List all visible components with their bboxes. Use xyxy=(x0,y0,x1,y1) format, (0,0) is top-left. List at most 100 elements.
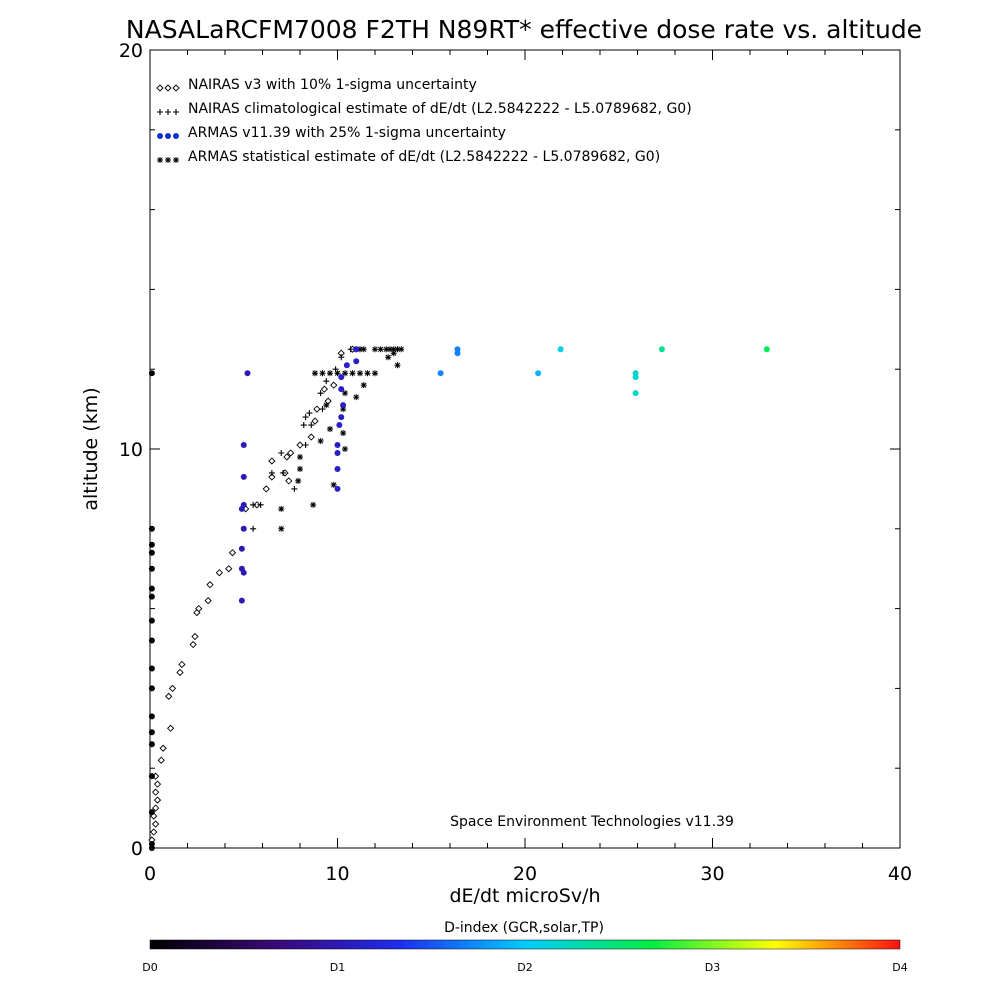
armas-statistical-point xyxy=(330,481,337,488)
x-tick-labels: 0 10 20 30 40 xyxy=(144,863,912,885)
legend-marker xyxy=(164,84,172,92)
surface-point xyxy=(148,637,155,644)
nairas-v3-point xyxy=(283,453,291,461)
nairas-v3-point xyxy=(176,668,184,677)
legend-item: NAIRAS climatological estimate of dE/dt … xyxy=(157,101,692,117)
legend-item: NAIRAS v3 with 10% 1-sigma uncertainty xyxy=(156,77,477,93)
nairas-v3-point xyxy=(253,501,261,509)
nairas-climatological-point xyxy=(280,469,287,476)
nairas-v3-point xyxy=(286,449,295,457)
nairas-climatological-point xyxy=(291,485,298,492)
nairas-v3-point xyxy=(320,385,329,393)
nairas-v3-point xyxy=(215,569,224,577)
legend-marker xyxy=(172,84,180,92)
surface-point xyxy=(148,729,155,736)
armas-point xyxy=(338,374,345,381)
armas-statistical-point xyxy=(394,346,401,353)
armas-statistical-point xyxy=(357,370,363,377)
x-tick-label: 30 xyxy=(700,863,724,885)
armas-statistical-point xyxy=(387,346,393,353)
armas-statistical-point xyxy=(390,346,397,353)
armas-point xyxy=(658,346,665,353)
armas-point xyxy=(535,370,542,377)
nairas-v3-point xyxy=(285,477,293,485)
armas-statistical-point xyxy=(390,350,397,357)
legend-label: NAIRAS v3 with 10% 1-sigma uncertainty xyxy=(188,77,477,93)
armas-statistical-point xyxy=(398,346,405,353)
nairas-v3-point xyxy=(166,724,175,732)
armas-statistical-point xyxy=(349,370,356,377)
nairas-v3-point xyxy=(228,549,237,557)
colorbar: D-index (GCR,solar,TP) D0 D1 D2 D3 D4 xyxy=(142,920,907,974)
axis-ticks xyxy=(149,49,901,849)
armas-point xyxy=(240,525,247,532)
armas-statistical-point xyxy=(312,370,318,377)
armas-statistical-point xyxy=(353,394,360,401)
nairas-climatological-point xyxy=(338,354,345,361)
armas-statistical-point xyxy=(319,370,326,377)
nairas-climatological-point xyxy=(300,422,307,429)
armas-point xyxy=(334,485,341,492)
armas-statistical-point xyxy=(278,505,285,512)
x-axis-label: dE/dt microSv/h xyxy=(449,885,600,907)
nairas-v3-point xyxy=(178,660,186,669)
nairas-v3-point xyxy=(189,640,197,649)
legend: NAIRAS v3 with 10% 1-sigma uncertainty NA… xyxy=(156,77,692,165)
legend-marker xyxy=(157,109,163,115)
nairas-v3-point xyxy=(330,381,338,389)
nairas-v3-point xyxy=(191,632,199,641)
nairas-v3-point xyxy=(204,596,212,605)
nairas-v3-point xyxy=(159,744,167,752)
plot-frame xyxy=(149,49,901,849)
armas-statistical-point xyxy=(340,430,347,437)
nairas-v3-point xyxy=(153,780,162,788)
armas-point xyxy=(238,545,245,552)
nairas-v3-point xyxy=(151,804,160,812)
nairas-climatological-point xyxy=(323,378,330,385)
legend-label: NAIRAS climatological estimate of dE/dt … xyxy=(188,101,692,117)
armas-point xyxy=(632,390,639,397)
colorbar-label: D3 xyxy=(705,961,720,974)
legend-marker xyxy=(165,157,171,163)
nairas-climatological-point xyxy=(302,442,309,449)
armas-statistical-point xyxy=(340,406,347,413)
nairas-climatological-point xyxy=(306,410,313,417)
nairas-v3-point xyxy=(206,581,214,589)
armas-statistical-point xyxy=(323,402,330,409)
surface-point xyxy=(148,809,155,816)
colorbar-title: D-index (GCR,solar,TP) xyxy=(444,920,604,936)
legend-marker xyxy=(156,84,164,92)
nairas-climatological-point xyxy=(257,501,264,508)
colorbar-label: D1 xyxy=(330,961,345,974)
legend-marker xyxy=(165,109,171,115)
legend-marker xyxy=(157,157,163,163)
surface-point xyxy=(148,370,155,377)
nairas-v3-point xyxy=(165,692,173,701)
x-tick-label: 10 xyxy=(325,863,349,885)
legend-symbol xyxy=(157,133,179,139)
armas-statistical-point xyxy=(317,438,324,445)
surface-point xyxy=(148,549,155,556)
colorbar-gradient xyxy=(149,939,901,950)
nairas-v3-point xyxy=(262,485,270,493)
surface-point xyxy=(148,617,155,624)
armas-statistical-point xyxy=(278,525,285,532)
armas-statistical-point xyxy=(327,370,333,377)
surface-point xyxy=(148,593,155,600)
colorbar-labels: D0 D1 D2 D3 D4 xyxy=(142,961,907,974)
nairas-v3-point xyxy=(307,433,315,441)
nairas-climatological-point xyxy=(347,346,354,353)
nairas-climatological-point xyxy=(319,406,326,413)
armas-statistical-point xyxy=(377,346,384,353)
legend-marker xyxy=(173,157,179,163)
surface-point xyxy=(148,685,155,692)
armas-statistical-point xyxy=(357,346,363,353)
surface-point xyxy=(148,585,155,592)
armas-statistical-point xyxy=(297,465,303,472)
armas-point xyxy=(454,346,461,353)
nairas-climatological-point xyxy=(250,525,257,532)
nairas-v3-point xyxy=(153,796,162,804)
legend-label: ARMAS statistical estimate of dE/dt (L2.… xyxy=(188,149,660,165)
armas-point xyxy=(343,362,350,369)
